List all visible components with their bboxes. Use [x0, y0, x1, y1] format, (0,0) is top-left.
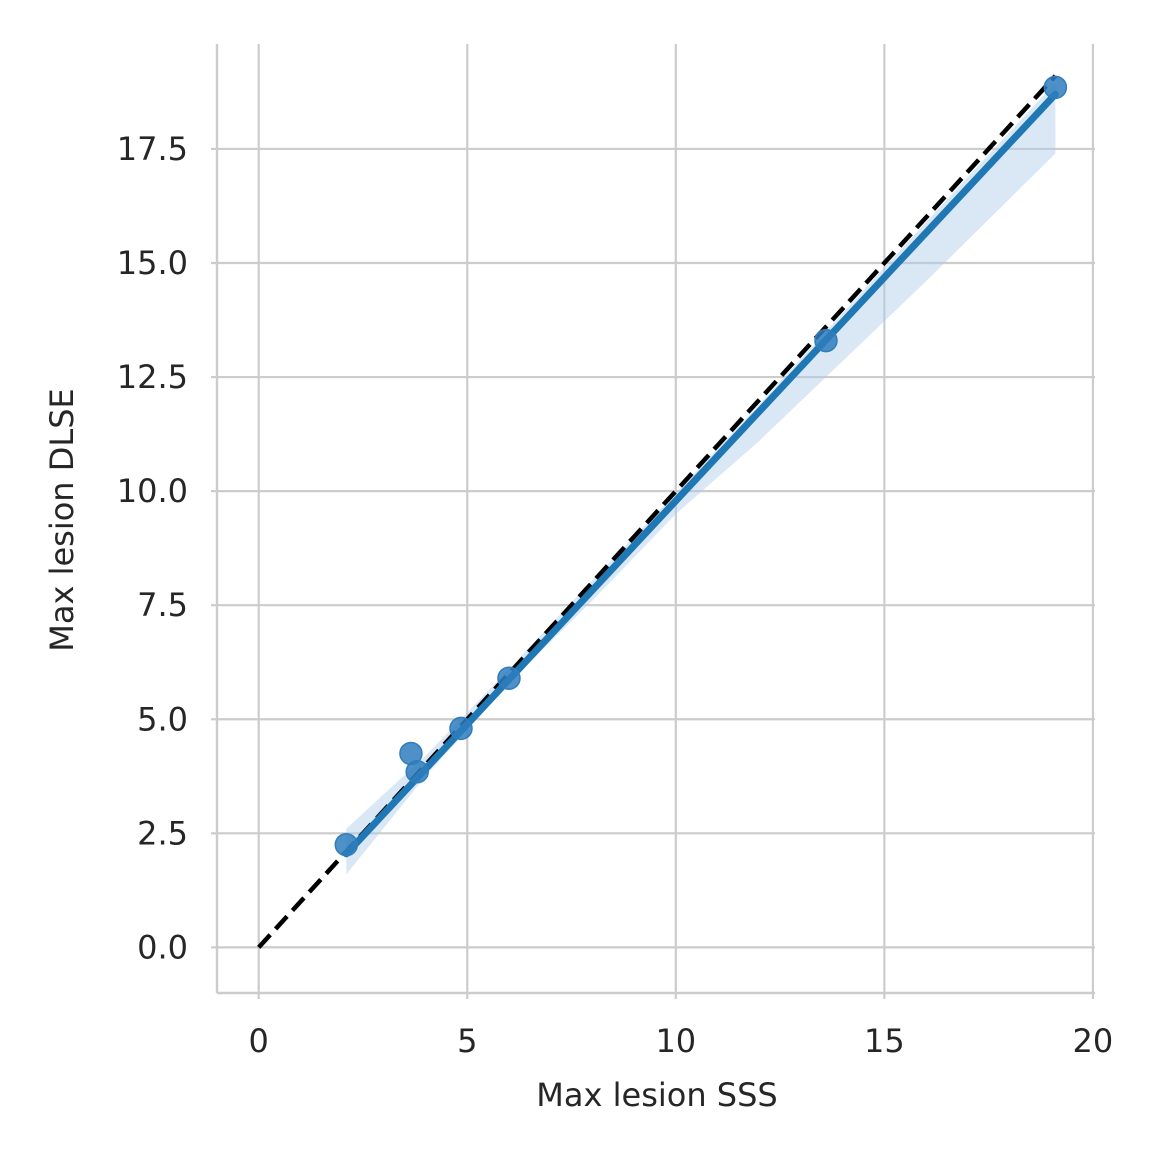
regression-line [342, 90, 1059, 858]
y-tick-label: 15.0 [117, 244, 188, 282]
x-tick-label: 15 [864, 1022, 905, 1060]
grid [217, 44, 1095, 993]
y-tick-label: 5.0 [137, 700, 188, 738]
y-tick-label: 0.0 [137, 928, 188, 966]
regression-line-path [342, 90, 1059, 858]
y-tick-label: 7.5 [137, 586, 188, 624]
y-axis-ticks: 0.0 2.5 5.0 7.5 10.0 12.5 15.0 17.5 [117, 130, 217, 966]
identity-dashed-line [257, 74, 1058, 949]
x-tick-label: 5 [457, 1022, 477, 1060]
x-tick-label: 0 [249, 1022, 269, 1060]
x-tick-label: 20 [1073, 1022, 1114, 1060]
identity-line [257, 74, 1058, 949]
x-axis-label: Max lesion SSS [536, 1076, 777, 1114]
y-tick-label: 10.0 [117, 472, 188, 510]
x-tick-label: 10 [655, 1022, 696, 1060]
data-point [449, 716, 473, 741]
data-points [334, 75, 1068, 857]
axes-spines [215, 44, 1095, 995]
y-axis-label: Max lesion DLSE [43, 388, 81, 652]
data-point [1043, 75, 1068, 100]
data-point [334, 832, 359, 857]
data-point [405, 759, 429, 784]
y-tick-label: 2.5 [137, 814, 188, 852]
x-axis-ticks: 0 5 10 15 20 [249, 993, 1114, 1060]
data-point [814, 328, 838, 353]
y-tick-label: 17.5 [117, 130, 188, 168]
y-tick-label: 12.5 [117, 358, 188, 396]
data-point [497, 666, 521, 690]
